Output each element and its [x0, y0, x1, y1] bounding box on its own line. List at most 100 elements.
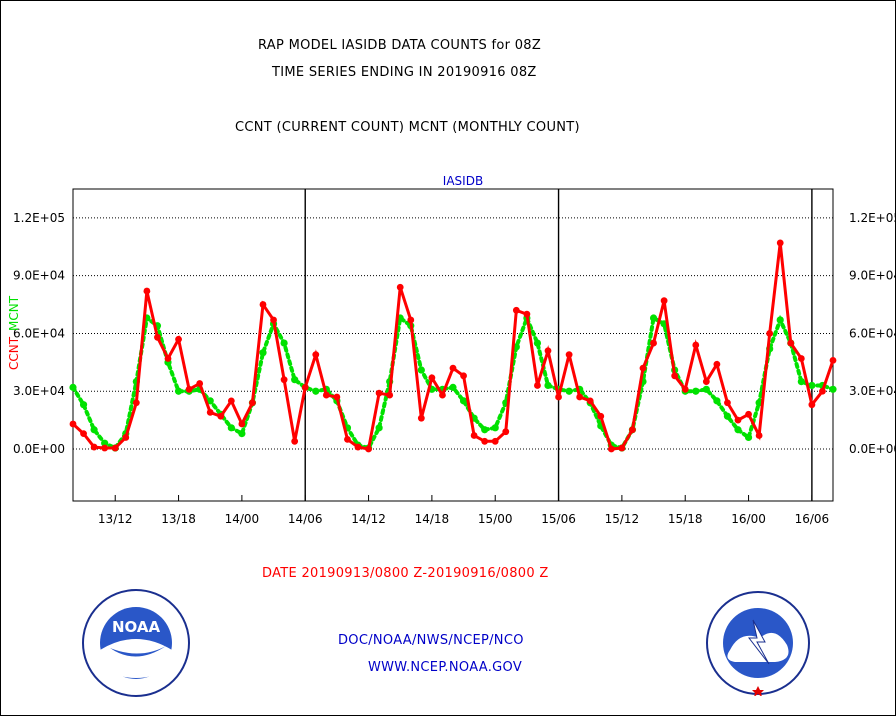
mcnt-point	[174, 387, 183, 395]
mcnt-point	[692, 387, 700, 395]
chart-title-line-2: TIME SERIES ENDING IN 20190916 08Z	[272, 65, 537, 80]
ccnt-point	[639, 364, 647, 372]
ccnt-point	[196, 380, 204, 387]
ccnt-point	[396, 283, 404, 291]
ccnt-point	[512, 306, 520, 314]
ccnt-point	[671, 372, 679, 380]
mcnt-point	[227, 424, 235, 432]
mcnt-point	[649, 314, 658, 322]
ccnt-point	[132, 399, 140, 407]
plot-area	[72, 188, 834, 502]
ccnt-point	[460, 372, 467, 380]
mcnt-point	[723, 412, 732, 420]
mcnt-point	[79, 401, 88, 409]
ccnt-point	[534, 382, 541, 389]
ccnt-point	[692, 341, 700, 349]
ccnt-point	[365, 445, 372, 453]
ccnt-point	[724, 399, 731, 407]
x-tick-label: 13/18	[161, 512, 196, 526]
mcnt-point	[491, 424, 499, 432]
x-tick-label: 15/00	[478, 512, 513, 526]
y-axis-label-mcnt: MCNT	[7, 295, 21, 331]
ccnt-point	[354, 443, 362, 451]
ccnt-point	[164, 355, 172, 362]
ccnt-point	[776, 239, 784, 247]
x-tick-label: 14/06	[288, 512, 323, 526]
org-line: DOC/NOAA/NWS/NCEP/NCO	[338, 633, 524, 648]
mcnt-point	[533, 339, 542, 347]
mcnt-point	[544, 381, 552, 390]
ccnt-point	[417, 414, 425, 422]
ccnt-point	[586, 397, 594, 405]
chart-title-line-1: RAP MODEL IASIDB DATA COUNTS for 08Z	[258, 38, 542, 53]
noaa-logo: NOAA	[80, 588, 192, 702]
ccnt-point	[808, 401, 816, 409]
ccnt-point	[375, 389, 383, 397]
ccnt-point	[101, 444, 109, 452]
mcnt-point	[417, 366, 425, 374]
ccnt-point	[618, 444, 626, 452]
mcnt-point	[744, 433, 753, 442]
x-tick-label: 14/12	[351, 512, 386, 526]
ccnt-point	[227, 397, 235, 405]
ccnt-point	[702, 378, 710, 385]
ccnt-point	[69, 420, 77, 428]
right-y-tick-label: 9.0E+04	[849, 269, 896, 283]
ccnt-point	[755, 432, 763, 439]
ccnt-series-line	[71, 242, 835, 451]
ccnt-point	[217, 412, 225, 420]
ccnt-point	[713, 360, 721, 368]
ccnt-point	[597, 412, 605, 420]
mcnt-point	[808, 381, 816, 390]
ccnt-point	[502, 428, 510, 436]
ccnt-point	[249, 399, 256, 407]
ccnt-point	[544, 347, 552, 355]
mcnt-point	[280, 339, 288, 347]
mcnt-point	[90, 426, 98, 434]
left-y-tick-label: 9.0E+04	[13, 269, 65, 283]
mcnt-point	[565, 387, 573, 395]
ccnt-point	[787, 339, 795, 347]
mcnt-point	[238, 429, 246, 438]
mcnt-point	[776, 316, 784, 324]
ccnt-point	[185, 385, 193, 393]
mcnt-point	[797, 377, 805, 386]
mcnt-point	[734, 426, 742, 434]
mcnt-point	[69, 383, 77, 391]
ccnt-point	[259, 301, 267, 308]
ccnt-point	[555, 393, 562, 401]
ccnt-point	[143, 287, 151, 295]
ccnt-point	[819, 387, 826, 395]
mcnt-point	[101, 439, 109, 447]
ccnt-point	[766, 330, 774, 337]
svg-text:NOAA: NOAA	[112, 618, 161, 636]
website-link[interactable]: WWW.NCEP.NOAA.GOV	[368, 660, 523, 675]
ccnt-point	[797, 355, 805, 362]
mcnt-point	[459, 397, 468, 405]
ccnt-point	[470, 432, 478, 439]
ccnt-point	[629, 426, 636, 434]
x-axis-date-label: DATE 20190913/0800 Z-20190916/0800 Z	[262, 566, 549, 581]
ccnt-point	[523, 310, 531, 318]
ccnt-point	[344, 435, 351, 443]
mcnt-point	[481, 426, 489, 434]
ccnt-point	[206, 409, 214, 416]
plot-title: IASIDB	[443, 174, 483, 188]
ccnt-point	[238, 420, 246, 428]
ccnt-point	[681, 385, 689, 393]
mcnt-point	[291, 376, 299, 384]
ccnt-point	[333, 393, 341, 401]
ccnt-point	[175, 335, 182, 343]
ccnt-point	[386, 391, 394, 399]
ccnt-point	[407, 316, 415, 324]
nws-logo	[705, 590, 811, 700]
ccnt-point	[301, 383, 309, 391]
ccnt-point	[576, 393, 584, 401]
mcnt-point	[449, 383, 457, 391]
right-y-tick-label: 0.0E+00	[849, 442, 896, 456]
ccnt-point	[291, 437, 299, 445]
x-tick-label: 14/18	[415, 512, 450, 526]
ccnt-point	[280, 376, 288, 384]
mcnt-point	[829, 385, 837, 393]
